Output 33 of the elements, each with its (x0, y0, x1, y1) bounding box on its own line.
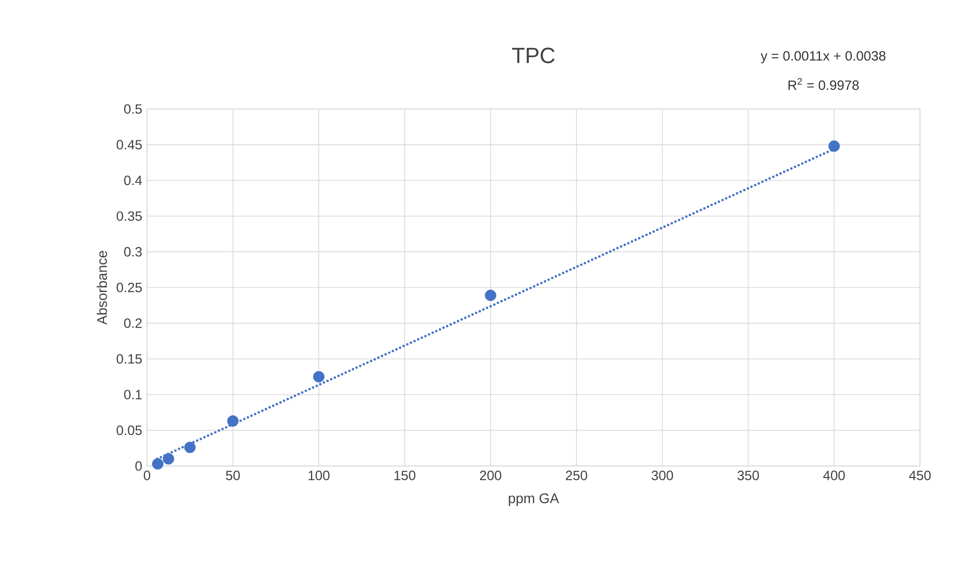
x-tick-label: 200 (480, 470, 502, 480)
y-tick-label: 0.3 (124, 247, 142, 257)
x-tick-label: 450 (909, 470, 931, 480)
y-tick-label: 0 (135, 461, 142, 471)
y-tick-label: 0.5 (124, 104, 142, 114)
text: y = 0.0011x + 0.0038 (760, 51, 886, 64)
y-tick-label: 0.35 (116, 211, 142, 221)
point (313, 371, 324, 382)
y-tick-label: 0.15 (116, 354, 142, 364)
point (162, 453, 174, 465)
point (484, 290, 496, 302)
y-tick-label: 0.45 (116, 140, 142, 150)
x-tick-label: 50 (226, 470, 240, 480)
x-tick-label: 100 (308, 470, 330, 480)
point (184, 442, 196, 454)
x-tick-label: 0 (144, 470, 150, 480)
text: R$^{2}$ = 0.9978 (788, 78, 859, 90)
x-tick-label: 400 (823, 470, 845, 480)
y-tick-label: 0.05 (116, 426, 142, 436)
x-tick-label: 150 (394, 470, 416, 480)
y-tick-label: 0.4 (124, 176, 142, 186)
x-tick-label: 250 (566, 470, 588, 480)
y-axis-title: Absorbance (96, 250, 107, 325)
point (828, 140, 840, 152)
y-tick-label: 0.2 (124, 318, 142, 328)
x-tick-label: 300 (652, 470, 674, 480)
point (227, 415, 239, 427)
chart-title: TPC (512, 48, 555, 64)
y-tick-label: 0.25 (116, 282, 142, 292)
y-tick-label: 0.1 (124, 390, 142, 400)
x-axis-title: ppm GA (508, 493, 560, 506)
point (152, 458, 164, 470)
x-tick-label: 350 (738, 470, 759, 480)
